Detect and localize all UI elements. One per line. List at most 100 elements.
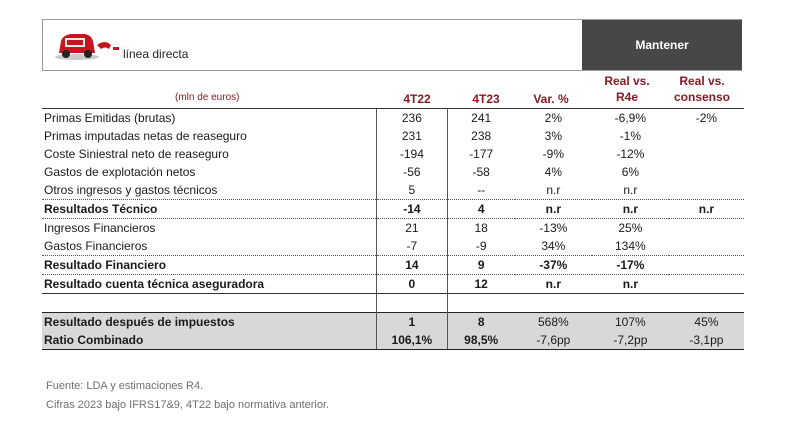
cell-consenso [669, 127, 744, 145]
cell-consenso [668, 274, 744, 294]
cell-4t22: -56 [376, 163, 448, 181]
methodology-note: Cifras 2023 bajo IFRS17&9, 4T22 bajo nor… [46, 399, 330, 411]
subtotal-row: Resultado cuenta técnica aseguradora 0 1… [42, 274, 744, 294]
row-label: Resultado después de impuestos [42, 312, 377, 331]
cell-consenso [669, 219, 744, 238]
subtotal-row: Resultados Técnico -14 4 n.r n.r n.r [42, 199, 744, 219]
cell-4t23: 238 [471, 129, 492, 143]
cell-var: -13% [539, 221, 568, 235]
cell-var: n.r [514, 274, 592, 294]
cell-r4e: -1% [619, 129, 642, 143]
col-real-vs-r4e-line1: Real vs. [604, 74, 650, 88]
row-label: Otros ingresos y gastos técnicos [42, 181, 377, 200]
cell-r4e: 25% [618, 221, 643, 235]
cell-4t23: 18 [474, 221, 488, 235]
col-real-vs-consenso: Real vs. consenso [664, 73, 740, 105]
row-label: Resultado cuenta técnica aseguradora [42, 274, 377, 294]
cell-var: n.r [514, 181, 592, 200]
cell-consenso [668, 181, 744, 200]
cell-consenso: n.r [668, 199, 744, 219]
source-note: Fuente: LDA y estimaciones R4. [46, 380, 204, 392]
cell-4t23: 8 [447, 312, 515, 331]
cell-4t23: 4 [447, 199, 515, 219]
table-row: Gastos Financieros -7 -9 34% 134% [42, 237, 744, 256]
cell-consenso [668, 255, 744, 275]
cell-4t22: 106,1% [376, 331, 448, 350]
total-row: Ratio Combinado 106,1% 98,5% -7,6pp -7,2… [42, 331, 744, 350]
row-label: Resultado Financiero [42, 255, 377, 275]
cell-consenso: 45% [668, 312, 744, 331]
cell-r4e: 134% [591, 237, 669, 256]
cell-consenso [669, 163, 744, 181]
col-real-vs-consenso-line2: consenso [673, 90, 730, 104]
cell-var: -9% [542, 147, 564, 161]
row-label: Ingresos Financieros [44, 221, 156, 235]
table-row: Primas Emitidas (brutas) 236 241 2% -6,9… [42, 108, 744, 127]
cell-4t23: -177 [469, 147, 494, 161]
cell-4t22: -14 [376, 199, 448, 219]
row-label: Ratio Combinado [42, 331, 377, 350]
cell-var: 568% [514, 312, 592, 331]
cell-4t22: 0 [376, 274, 448, 294]
subtotal-row: Resultado Financiero 14 9 -37% -17% [42, 255, 744, 275]
col-real-vs-r4e-line2: R4e [615, 90, 638, 104]
cell-r4e: n.r [591, 181, 669, 200]
cell-r4e: 107% [591, 312, 669, 331]
table-row: Gastos de explotación netos -56 -58 4% 6… [42, 163, 744, 181]
brand-name: línea directa [123, 47, 189, 61]
brand-area: línea directa [42, 20, 581, 70]
cell-4t23: -9 [447, 237, 515, 256]
col-4t22: 4T22 [403, 92, 431, 106]
row-label: Coste Siniestral neto de reaseguro [44, 147, 229, 161]
cell-4t22: 5 [376, 181, 448, 200]
recommendation-badge: Mantener [582, 20, 742, 70]
cell-r4e: 6% [621, 165, 640, 179]
unit-label: (mln de euros) [175, 92, 240, 103]
cell-var: 34% [514, 237, 592, 256]
table-row: Coste Siniestral neto de reaseguro -194 … [42, 145, 744, 163]
cell-r4e: -7,2pp [591, 331, 669, 350]
cell-4t23: -- [447, 181, 515, 200]
cell-r4e: -17% [591, 255, 669, 275]
cell-4t22: -194 [376, 145, 448, 163]
col-real-vs-r4e: Real vs. R4e [588, 73, 666, 105]
row-label: Primas imputadas netas de reaseguro [44, 129, 247, 143]
row-label: Gastos Financieros [42, 237, 377, 256]
cell-var: 3% [544, 129, 562, 143]
cell-4t22: 1 [376, 312, 448, 331]
table-row: Primas imputadas netas de reaseguro 231 … [42, 127, 744, 145]
cell-consenso [668, 237, 744, 256]
col-real-vs-consenso-line1: Real vs. [679, 74, 725, 88]
row-label: Gastos de explotación netos [44, 165, 196, 179]
cell-r4e: n.r [591, 199, 669, 219]
row-label: Resultados Técnico [42, 199, 377, 219]
cell-var: 2% [514, 108, 592, 127]
table-row: Ingresos Financieros 21 18 -13% 25% [42, 218, 744, 238]
cell-4t23: 12 [447, 274, 515, 294]
spacer-row [42, 293, 744, 313]
table-row: Otros ingresos y gastos técnicos 5 -- n.… [42, 181, 744, 200]
financial-results-table: Primas Emitidas (brutas) 236 241 2% -6,9… [42, 108, 744, 350]
cell-4t23: -58 [472, 165, 490, 179]
total-row: Resultado después de impuestos 1 8 568% … [42, 312, 744, 331]
cell-consenso: -2% [668, 108, 744, 127]
cell-r4e: -12% [616, 147, 645, 161]
cell-4t23: 241 [447, 108, 515, 127]
cell-consenso: -3,1pp [668, 331, 744, 350]
cell-var: -37% [514, 255, 592, 275]
red-phone-car-logo [55, 34, 119, 60]
col-4t23: 4T23 [472, 92, 500, 106]
recommendation-label: Mantener [635, 38, 689, 52]
cell-4t22: 21 [376, 218, 448, 237]
cell-4t22: 231 [376, 127, 448, 145]
cell-4t22: 14 [376, 255, 448, 275]
row-label: Primas Emitidas (brutas) [42, 108, 377, 127]
cell-var: n.r [514, 199, 592, 219]
report-header: línea directa Mantener [42, 19, 742, 71]
cell-r4e: n.r [591, 274, 669, 294]
cell-var: -7,6pp [514, 331, 592, 350]
cell-4t22: -7 [376, 237, 448, 256]
cell-var: 4% [544, 165, 562, 179]
cell-4t23: 98,5% [447, 331, 515, 350]
cell-consenso [669, 145, 744, 163]
